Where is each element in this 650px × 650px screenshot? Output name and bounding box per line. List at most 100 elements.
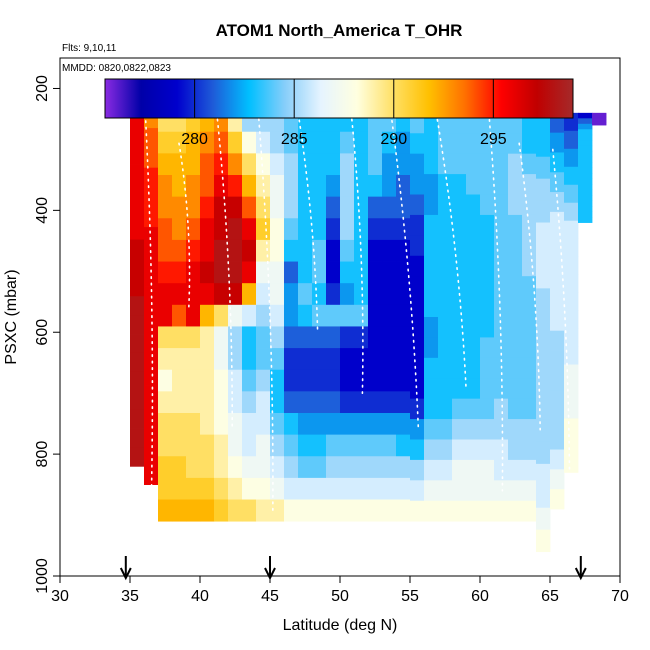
heatmap-cell (480, 419, 495, 440)
heatmap-cell (382, 218, 397, 241)
heatmap-cell (312, 369, 327, 392)
heatmap-cell (270, 175, 285, 198)
heatmap-cell (326, 283, 341, 306)
heatmap-cell (508, 214, 523, 236)
heatmap-cell (144, 345, 159, 367)
heatmap-cell (522, 153, 537, 175)
heatmap-cell (368, 456, 383, 479)
heatmap-cell (312, 261, 327, 284)
heatmap-cell (158, 369, 173, 392)
heatmap-cell (452, 357, 467, 379)
heatmap-cell (494, 276, 509, 297)
heatmap-cell (284, 239, 299, 262)
heatmap-cell (158, 326, 173, 349)
heatmap-cell (466, 317, 481, 338)
heatmap-cell (354, 218, 369, 241)
heatmap-cell (494, 214, 509, 236)
heatmap-cell (214, 391, 229, 414)
heatmap-cell (578, 118, 593, 125)
heatmap-cell (340, 283, 355, 306)
heatmap-cell (438, 500, 453, 522)
heatmap-cell (130, 315, 145, 335)
heatmap-cell (452, 153, 467, 175)
colorbar-tick-label: 285 (281, 131, 308, 148)
heatmap-cell (578, 217, 593, 223)
heatmap-cell (452, 439, 467, 461)
heatmap-cell (382, 348, 397, 371)
heatmap-cell (410, 276, 425, 297)
heatmap-cell (382, 304, 397, 327)
heatmap-cell (298, 261, 313, 284)
heatmap-cell (130, 220, 145, 241)
y-axis-label: PSXC (mbar) (3, 269, 20, 364)
y-tick-label: 1000 (34, 558, 51, 594)
flight-track (487, 105, 504, 492)
heatmap-cell (312, 283, 327, 306)
flight-track (518, 142, 541, 431)
x-tick-label: 65 (541, 588, 559, 605)
heatmap-cell (130, 428, 145, 448)
heatmap-cell (578, 140, 593, 147)
heatmap-cell (284, 218, 299, 241)
heatmap-cell (144, 385, 159, 406)
heatmap-cell (550, 132, 565, 153)
heatmap-cell (592, 114, 607, 116)
heatmap-cell (592, 121, 607, 123)
heatmap-cell (270, 196, 285, 219)
heatmap-cell (396, 261, 411, 284)
heatmap-cell (368, 348, 383, 371)
heatmap-cell (326, 304, 341, 327)
heatmap-cell (438, 419, 453, 440)
heatmap-cell (200, 153, 215, 176)
heatmap-cell (578, 189, 593, 196)
heatmap-cell (340, 261, 355, 284)
heatmap-cell (368, 326, 383, 349)
heatmap-cell (494, 296, 509, 318)
heatmap-cell (130, 352, 145, 373)
heatmap-cell (130, 239, 145, 259)
heatmap-cell (438, 276, 453, 297)
heatmap-cell (284, 261, 299, 284)
heatmap-cell (438, 194, 453, 216)
heatmap-cell (452, 480, 467, 502)
heatmap-cell (242, 283, 257, 306)
heatmap-cell (312, 196, 327, 219)
heatmap-cell (382, 434, 397, 457)
heatmap-cell (410, 174, 425, 195)
heatmap-cell (242, 218, 257, 241)
heatmap-cell (508, 174, 523, 195)
heatmap-cell (256, 304, 271, 327)
heatmap-cell (522, 439, 537, 461)
heatmap-cell (396, 391, 411, 414)
heatmap-cell (228, 499, 243, 522)
heatmap-cell (592, 117, 607, 119)
heatmap-cell (298, 153, 313, 176)
heatmap-cell (200, 477, 215, 500)
heatmap-cell (480, 296, 495, 318)
heatmap-cell (158, 477, 173, 500)
heatmap-cell (480, 439, 495, 461)
heatmap-cell (312, 477, 327, 500)
heatmap-cell (172, 326, 187, 349)
heatmap-cell (172, 153, 187, 176)
heatmap-cell (466, 194, 481, 216)
heatmap-cell (186, 196, 201, 219)
heatmap-cell (382, 196, 397, 219)
arrow-head-icon (264, 567, 276, 581)
heatmap-cell (578, 200, 593, 207)
arrow-head-icon (119, 567, 132, 581)
heatmap-cell (186, 412, 201, 436)
heatmap-cell (578, 151, 593, 158)
heatmap-cell (382, 283, 397, 306)
heatmap-cell (396, 304, 411, 327)
heatmap-cell (452, 459, 467, 481)
heatmap-cell (284, 369, 299, 392)
heatmap-cell (564, 436, 579, 455)
heatmap-cell (494, 480, 509, 502)
heatmap-cell (354, 369, 369, 392)
heatmap-cell (536, 178, 551, 202)
heatmap-cell (284, 153, 299, 176)
heatmap-cell (130, 277, 145, 297)
arrow-markers (119, 556, 587, 581)
heatmap-cell (424, 337, 439, 359)
